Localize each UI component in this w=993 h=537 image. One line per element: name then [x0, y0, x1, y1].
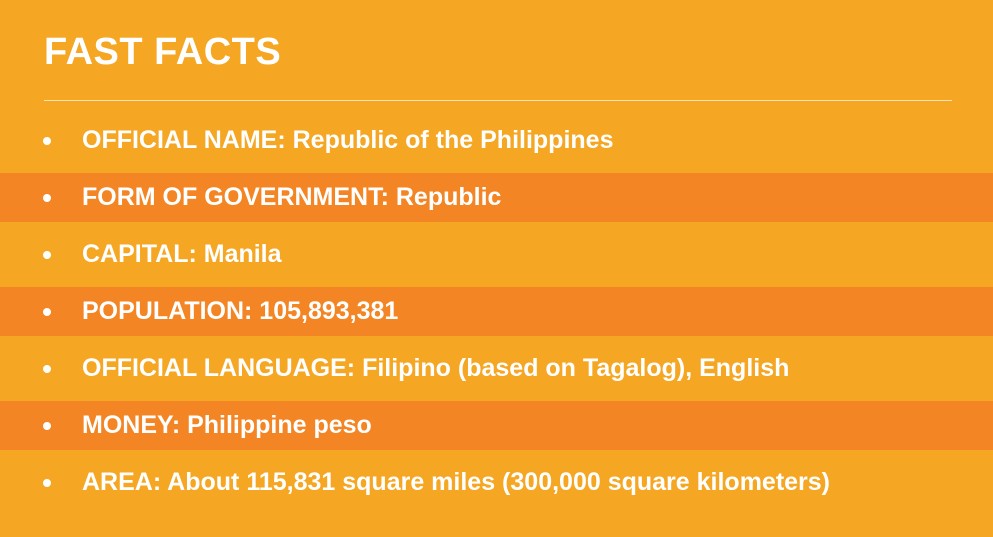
list-item: FORM OF GOVERNMENT: Republic	[0, 173, 993, 222]
list-item: AREA: About 115,831 square miles (300,00…	[0, 458, 993, 507]
list-item: MONEY: Philippine peso	[0, 401, 993, 450]
fact-text: OFFICIAL NAME: Republic of the Philippin…	[82, 126, 614, 154]
bullet-icon	[43, 478, 51, 487]
bullet-icon	[43, 364, 51, 373]
list-item: OFFICIAL NAME: Republic of the Philippin…	[0, 116, 993, 165]
list-item: POPULATION: 105,893,381	[0, 287, 993, 336]
title-divider	[44, 100, 952, 101]
fact-text: AREA: About 115,831 square miles (300,00…	[82, 468, 831, 496]
bullet-icon	[43, 250, 51, 259]
list-item: CAPITAL: Manila	[0, 230, 993, 279]
bullet-icon	[43, 307, 51, 316]
fact-text: FORM OF GOVERNMENT: Republic	[82, 183, 502, 211]
bullet-icon	[43, 136, 51, 145]
fast-facts-list: OFFICIAL NAME: Republic of the Philippin…	[0, 116, 993, 515]
fact-text: CAPITAL: Manila	[82, 240, 282, 268]
fact-text: POPULATION: 105,893,381	[82, 297, 399, 325]
bullet-icon	[43, 421, 51, 430]
page-title: FAST FACTS	[44, 31, 282, 73]
list-item: OFFICIAL LANGUAGE: Filipino (based on Ta…	[0, 344, 993, 393]
bullet-icon	[43, 193, 51, 202]
fact-text: MONEY: Philippine peso	[82, 411, 372, 439]
fact-text: OFFICIAL LANGUAGE: Filipino (based on Ta…	[82, 354, 790, 382]
